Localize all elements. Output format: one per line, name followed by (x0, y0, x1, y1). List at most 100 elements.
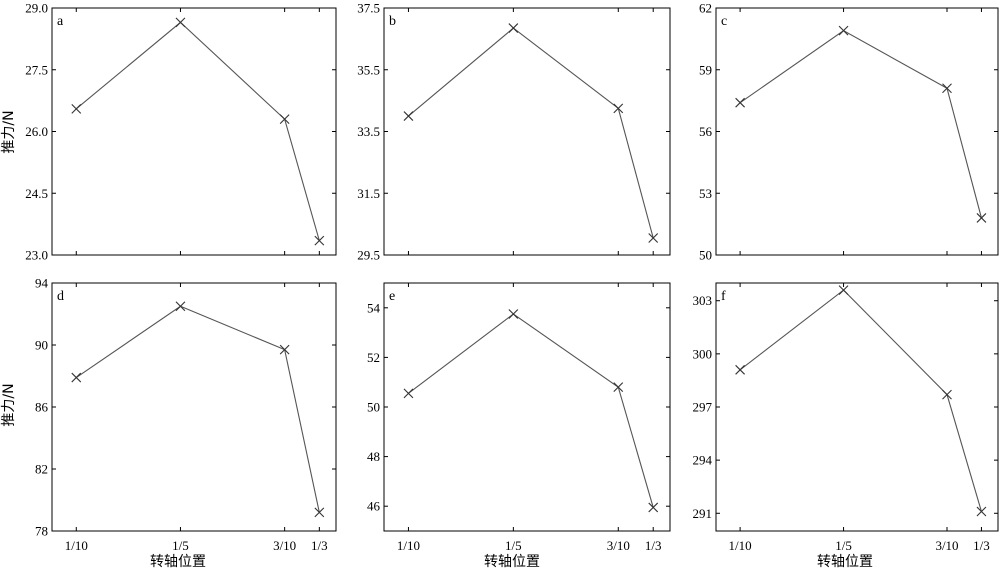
y-tick-label: 35.5 (357, 62, 380, 77)
y-tick-label: 24.5 (25, 186, 48, 201)
y-tick-label: 50 (699, 248, 712, 263)
data-point-stroke (314, 507, 325, 518)
plot-frame (383, 282, 671, 532)
data-point-stroke (838, 285, 849, 295)
x-tick-label: 1/5 (505, 538, 522, 553)
data-point (613, 382, 624, 393)
data-point-stroke (942, 83, 952, 94)
data-point-stroke (279, 114, 290, 125)
y-tick-label: 300 (693, 346, 713, 361)
y-tick-label: 291 (693, 506, 713, 521)
y-tick-label: 33.5 (357, 124, 380, 139)
y-tick-label: 54 (367, 300, 381, 315)
data-point (942, 389, 952, 400)
x-tick-label: 1/3 (645, 538, 662, 553)
data-point (314, 235, 325, 246)
y-tick-label: 303 (693, 293, 713, 308)
x-tick-label: 1/10 (729, 538, 752, 553)
plot-frame (51, 282, 337, 532)
data-point-stroke (508, 23, 519, 33)
data-point-stroke (976, 213, 987, 223)
data-point-stroke (648, 233, 659, 243)
data-point (942, 83, 952, 94)
chart-panel-f: f 291 294 297 300 303 1/10 1/5 3/10 1/3 (693, 282, 999, 553)
x-tick-label: 1/5 (172, 538, 189, 553)
data-point-stroke (314, 235, 325, 246)
x-tick-label: 3/10 (607, 538, 630, 553)
series-line (408, 27, 654, 239)
data-point-stroke (175, 301, 186, 312)
plot-frame (51, 7, 337, 256)
data-point (838, 285, 849, 295)
data-point (976, 213, 987, 223)
y-tick-label: 23.0 (25, 248, 48, 263)
y-tick-label: 29.5 (357, 248, 380, 263)
data-point (71, 103, 82, 114)
data-point (648, 233, 659, 243)
panel-label: e (389, 289, 395, 304)
x-tick-label: 1/3 (311, 538, 328, 553)
y-axis-label-bottom: 推力/N (1, 383, 17, 426)
data-point (314, 507, 325, 518)
panel-label: f (721, 289, 726, 304)
y-tick-label: 31.5 (357, 186, 380, 201)
y-tick-label: 94 (35, 276, 49, 291)
x-tick-label: 3/10 (935, 538, 958, 553)
data-point (976, 506, 987, 517)
data-point-stroke (71, 103, 82, 114)
x-tick-label: 1/5 (835, 538, 852, 553)
x-tick-label: 3/10 (273, 538, 296, 553)
data-point-stroke (648, 502, 659, 513)
chart-panel-e: e 46 48 50 52 54 1/10 1/5 3/10 1/3 (367, 282, 671, 553)
data-point (403, 388, 414, 399)
data-point (838, 25, 849, 36)
panel-label: d (57, 289, 64, 304)
data-point-stroke (508, 309, 519, 319)
data-point-stroke (613, 103, 624, 114)
data-point (175, 17, 186, 28)
chart-panel-c: c 50 53 56 59 62 (699, 1, 999, 263)
y-tick-label: 56 (699, 124, 713, 139)
y-tick-label: 294 (693, 453, 713, 468)
data-point-stroke (942, 389, 952, 400)
y-tick-label: 48 (367, 449, 380, 464)
data-point (613, 103, 624, 114)
y-tick-label: 62 (699, 1, 712, 16)
x-axis-label-left: 转轴位置 (150, 554, 206, 570)
y-tick-label: 53 (699, 186, 712, 201)
data-point (735, 97, 745, 108)
y-tick-label: 59 (699, 62, 712, 77)
y-tick-label: 52 (367, 350, 380, 365)
data-point (175, 301, 186, 312)
series-line (739, 29, 982, 219)
x-tick-label: 1/10 (65, 538, 88, 553)
y-tick-label: 26.0 (25, 124, 48, 139)
data-point-stroke (838, 25, 849, 36)
data-point-stroke (403, 388, 414, 399)
data-point (71, 372, 82, 383)
y-tick-label: 37.5 (357, 1, 380, 16)
panel-label: b (389, 14, 396, 29)
data-point (648, 502, 659, 513)
chart-panel-d: d 78 82 86 90 94 1/10 1/5 3/10 1/3 (35, 276, 337, 553)
data-point-stroke (403, 111, 414, 121)
series-line (75, 21, 320, 241)
x-axis-label-right: 转轴位置 (817, 554, 873, 570)
y-axis-label-top: 推力/N (1, 110, 17, 153)
data-point-stroke (71, 372, 82, 383)
y-tick-label: 297 (693, 400, 713, 415)
plot-frame (715, 7, 999, 256)
y-tick-label: 78 (35, 524, 48, 539)
data-point-stroke (279, 344, 290, 355)
data-point (508, 23, 519, 33)
y-tick-label: 50 (367, 400, 380, 415)
data-point-stroke (613, 382, 624, 393)
x-axis-label-middle: 转轴位置 (484, 554, 540, 570)
data-point-stroke (735, 97, 745, 108)
data-point (279, 114, 290, 125)
data-point (403, 111, 414, 121)
y-tick-label: 82 (35, 462, 48, 477)
data-point-stroke (175, 17, 186, 28)
y-tick-label: 27.5 (25, 62, 48, 77)
